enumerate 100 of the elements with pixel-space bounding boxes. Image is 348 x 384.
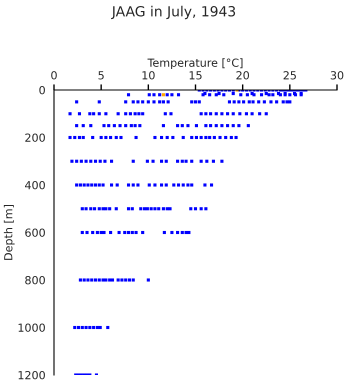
point [282,100,285,104]
point [134,112,137,116]
point [209,124,212,128]
point [180,160,184,163]
point [190,136,194,140]
point [268,93,271,96]
point [189,207,192,210]
point [162,230,166,234]
y-tick-label: 1000 [18,323,45,332]
point [89,160,92,163]
point [102,124,106,128]
point [108,278,112,282]
point [108,207,112,210]
point [194,207,198,210]
point [141,230,144,234]
point [146,100,150,104]
y-tick-label: 400 [25,180,45,190]
point [176,230,180,234]
point [166,207,169,210]
point [91,230,94,234]
point [171,136,174,140]
point [158,100,162,104]
point [190,100,194,104]
point [158,93,162,96]
point [136,100,140,104]
point [124,100,128,104]
point [93,207,96,210]
point [116,278,120,282]
point [228,100,232,104]
point [288,100,292,104]
point [212,160,215,163]
point [204,112,208,116]
point [264,92,268,96]
point [98,278,101,282]
point [85,230,89,234]
point [214,124,218,128]
point [116,112,120,116]
point [75,100,78,104]
point [73,136,76,140]
point [180,124,184,128]
x-tick-label: 5 [98,71,104,80]
point [106,326,110,330]
point [130,230,134,234]
point [110,160,114,163]
point [248,100,251,104]
point [102,207,105,210]
point [182,136,185,140]
point [146,278,150,282]
point [138,124,142,128]
point [139,207,142,210]
point [285,100,289,104]
point [176,160,180,163]
point [132,160,135,163]
point [128,112,132,116]
point [109,230,112,234]
point [194,100,198,104]
point [132,183,135,187]
point [112,124,116,128]
point [205,160,208,163]
point [264,112,268,116]
point [104,136,108,140]
x-tick-label: 30 [330,71,344,80]
point [180,230,184,234]
point [153,207,156,210]
point [237,100,240,104]
point [134,124,137,128]
point [164,183,168,187]
point [114,136,118,140]
point [153,136,156,140]
point [80,207,84,210]
point [104,278,108,282]
point [92,112,96,116]
point [198,100,201,104]
point [94,160,98,163]
point [220,124,224,128]
point [88,112,92,116]
x-tick-label: 0 [51,71,57,80]
point [190,183,194,187]
point [222,93,226,96]
point [98,160,102,163]
point [190,160,194,163]
point [160,136,164,140]
point [160,160,164,163]
point [246,124,250,128]
point [220,112,224,116]
point [107,124,110,128]
point [200,160,203,163]
point [234,136,238,140]
point [82,124,85,128]
point [214,93,218,96]
point [98,326,102,330]
x-tick-label: 10 [142,71,155,80]
point [89,207,92,210]
point [89,124,92,128]
point [164,160,168,163]
point [162,100,165,104]
point [226,112,230,116]
point [98,100,101,104]
point [80,160,83,163]
point [184,230,188,234]
